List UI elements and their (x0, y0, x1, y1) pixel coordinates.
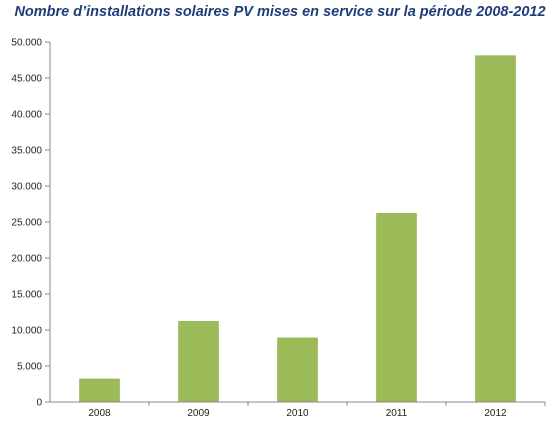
bar-2012 (475, 55, 516, 403)
x-tick-label: 2010 (286, 408, 309, 419)
y-tick-label: 50.000 (11, 38, 42, 49)
y-tick-label: 5.000 (17, 362, 42, 373)
y-tick-label: 20.000 (11, 254, 42, 265)
y-tick-label: 15.000 (11, 290, 42, 301)
x-tick-label: 2008 (88, 408, 111, 419)
y-tick-label: 45.000 (11, 74, 42, 85)
y-tick-label: 10.000 (11, 326, 42, 337)
y-tick-label: 35.000 (11, 146, 42, 157)
y-tick-label: 25.000 (11, 218, 42, 229)
bars (79, 55, 516, 403)
x-tick-label: 2012 (484, 408, 507, 419)
y-tick-label: 0 (36, 398, 42, 409)
bar-2011 (376, 213, 417, 403)
y-tick-label: 30.000 (11, 182, 42, 193)
x-axis-ticks: 2008 2009 2010 2011 2012 (88, 402, 546, 419)
y-axis-ticks: 0 5.000 10.000 15.000 20.000 25.000 30.000 35.0… (11, 38, 50, 409)
chart-title: Nombre d’installations solaires PV mises… (14, 4, 546, 20)
y-tick-label: 40.000 (11, 110, 42, 121)
bar-2008 (79, 378, 120, 403)
x-tick-label: 2009 (187, 408, 210, 419)
x-tick-label: 2011 (386, 408, 408, 419)
bar-2010 (277, 337, 318, 403)
bar-2009 (178, 321, 219, 403)
